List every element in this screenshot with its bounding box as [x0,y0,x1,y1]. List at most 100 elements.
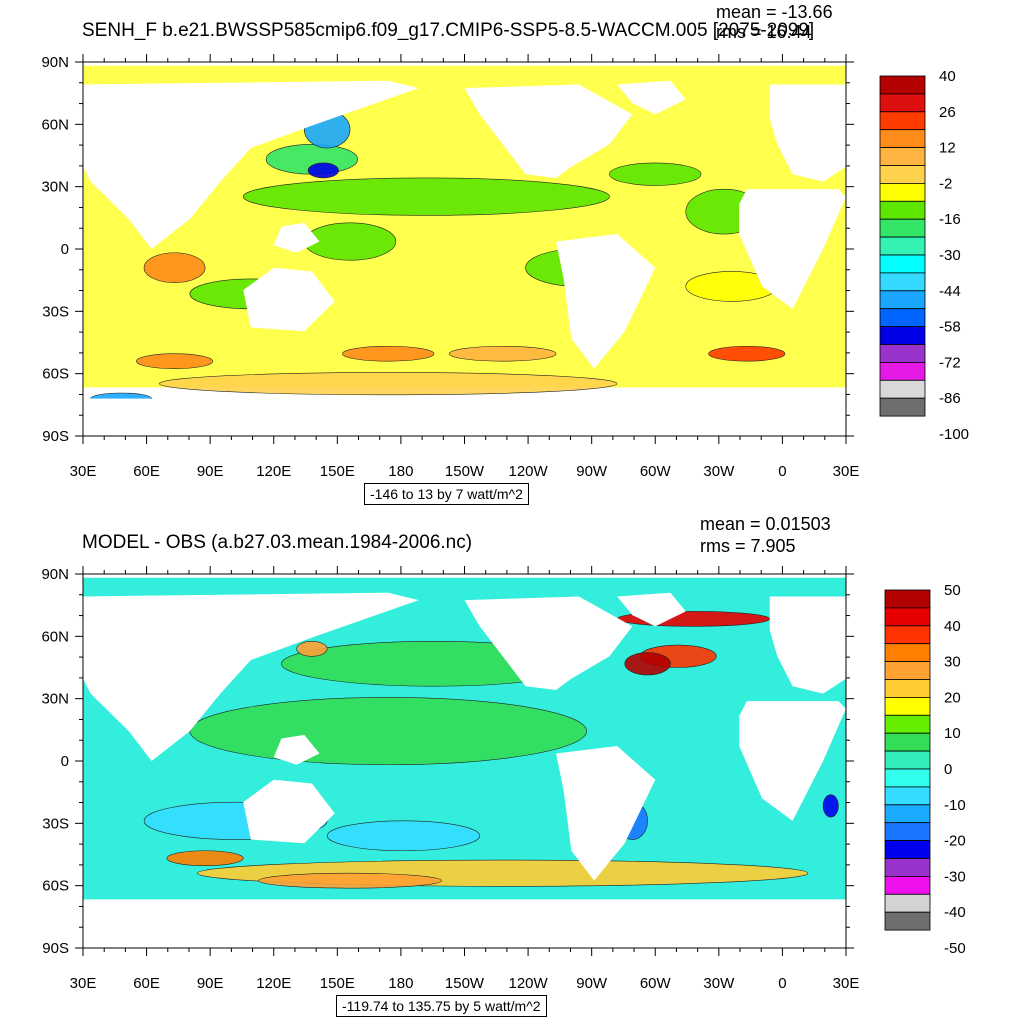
colorbar-box [879,397,926,417]
lon-tick-label: 120E [256,975,291,992]
colorbar-label: -72 [939,354,961,371]
colorbar-box [884,822,931,842]
lon-tick-label: 90W [576,975,608,992]
colorbar-box [884,643,931,662]
lon-tick-label: 60E [133,463,160,480]
contour-patch [189,697,587,766]
lon-tick-label: 0 [778,463,786,480]
land-mask [769,596,846,694]
land-mask [739,189,846,309]
colorbar-box [879,344,926,363]
lat-tick-label: 60N [41,116,69,133]
contour-patch [822,794,839,818]
colorbar-box [884,875,931,895]
contour-patch [342,345,435,362]
contour-patch [136,353,214,369]
colorbar-box [879,182,926,202]
colorbar-box [879,111,926,131]
colorbar-box [879,75,926,95]
contour-patch [258,872,442,889]
colorbar-box [879,361,926,381]
colorbar-box [879,308,926,328]
land-mask [739,701,846,821]
top-map-mean: mean = -13.66 [716,2,833,22]
colorbar-box [884,696,931,716]
colorbar-label: -44 [939,283,961,300]
lat-tick-label: 0 [61,753,69,770]
colorbar-box [884,768,931,788]
colorbar-box [879,93,926,113]
lat-tick-label: 0 [61,241,69,258]
colorbar-box [879,272,926,292]
colorbar-box [879,236,926,256]
bottom-map-panel: MODEL - OBS (a.b27.03.mean.1984-2006.nc)… [0,512,1024,1024]
lat-tick-label: 60S [42,366,69,383]
lat-tick-label: 30S [42,303,69,320]
lon-tick-label: 180 [388,463,413,480]
lat-tick-label: 90S [42,940,69,957]
bottom-map-figure: 90N 60N 30N 0 30S 60S 90S 30E 60E 90E 120E 150E 180 1… [41,566,966,992]
contour-patch [166,850,244,867]
colorbar-label: 0 [944,761,952,778]
bottom-map-rms: rms = 7.905 [700,536,796,556]
top-map-rms: rms = 16.44 [716,22,812,42]
lat-tick-label: 60N [41,628,69,645]
land-mask [243,779,335,844]
colorbar-box [884,786,931,806]
lon-tick-label: 30W [703,463,735,480]
colorbar-box [884,840,931,859]
lat-tick-label: 90S [42,428,69,445]
colorbar-box [879,290,926,310]
land-mask [273,222,320,253]
colorbar-label: 30 [944,654,961,671]
colorbar-label: -30 [944,868,966,885]
colorbar-box [884,661,931,680]
colorbar-label: -16 [939,211,961,228]
lon-tick-label: 30E [70,463,97,480]
contour-patch [143,252,206,283]
lon-tick-label: 120W [508,975,548,992]
top-map-range-label: -146 to 13 by 7 watt/m^2 [364,483,529,505]
colorbar-box [884,589,931,609]
colorbar-box [884,893,931,913]
lat-tick-label: 30S [42,815,69,832]
lon-tick-label: 180 [388,975,413,992]
land-mask [243,267,335,332]
colorbar-box [879,129,926,148]
lon-tick-label: 150W [445,463,485,480]
colorbar-label: 10 [944,725,961,742]
lon-tick-label: 30W [703,975,735,992]
lat-tick-label: 30N [41,179,69,196]
land-mask [556,746,656,881]
colorbar-label: -86 [939,390,961,407]
colorbar-label: -50 [944,940,966,957]
colorbar-label: 40 [939,68,956,85]
land-mask [556,234,656,369]
colorbar-label: 26 [939,104,956,121]
contour-patch [159,372,618,396]
land-mask [617,592,686,627]
top-map-panel: SENH_F b.e21.BWSSP585cmip6.f09_g17.CMIP6… [41,2,969,505]
colorbar-box [884,607,931,627]
colorbar-label: 20 [944,689,961,706]
colorbar-box [879,200,926,220]
contour-patch [307,162,339,179]
lat-tick-label: 60S [42,878,69,895]
land-mask [464,84,633,178]
colorbar-box [884,679,931,698]
colorbar-label: 12 [939,140,956,157]
land-mask [769,84,846,182]
colorbar-box [879,254,926,274]
top-map-figure: 90N 60N 30N 0 30S 60S 90S 30E 60E 90E 120E 150E 180 1… [41,54,969,480]
colorbar-box [884,911,931,931]
contour-patch [296,641,328,657]
colorbar-label: -30 [939,247,961,264]
lon-tick-label: 120E [256,463,291,480]
lon-tick-label: 150E [320,975,355,992]
lon-tick-label: 30E [70,975,97,992]
map-field [83,574,846,948]
lon-tick-label: 60W [640,463,672,480]
map-field [83,62,846,436]
land-mask [83,80,419,249]
land-mask [617,80,686,115]
